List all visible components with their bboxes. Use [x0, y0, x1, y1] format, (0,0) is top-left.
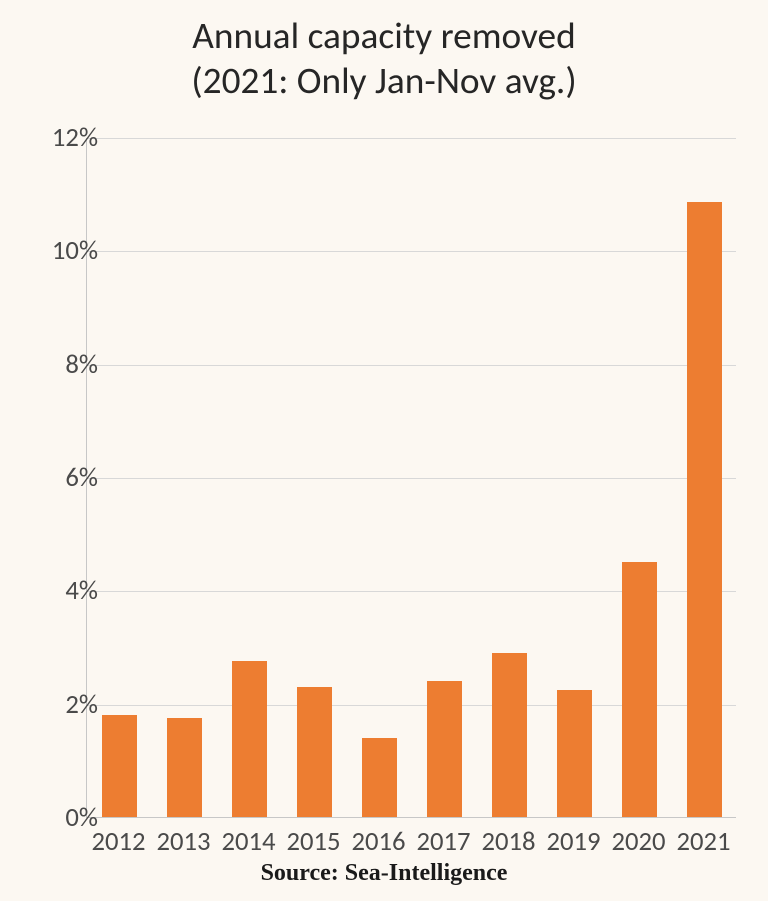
chart-title-line-2: (2021: Only Jan-Nov avg.) — [0, 59, 768, 104]
y-axis-tick-label: 8% — [28, 349, 98, 381]
y-axis-tick-label: 12% — [28, 122, 98, 154]
gridline — [87, 138, 736, 139]
bar — [362, 738, 398, 817]
bar — [167, 718, 203, 817]
gridline — [87, 365, 736, 366]
y-axis-tick-label: 4% — [28, 575, 98, 607]
gridline — [87, 251, 736, 252]
y-axis-tick-label: 2% — [28, 689, 98, 721]
x-axis-tick-label: 2015 — [286, 826, 340, 858]
bar — [557, 690, 593, 818]
source-attribution: Source: Sea-Intelligence — [0, 860, 768, 887]
bar — [492, 653, 528, 817]
bar — [687, 202, 723, 817]
x-axis-tick-label: 2016 — [351, 826, 405, 858]
x-axis-tick-label: 2021 — [676, 826, 730, 858]
y-axis-tick-label: 10% — [28, 235, 98, 267]
x-axis-tick-label: 2012 — [91, 826, 145, 858]
plot-area — [86, 138, 736, 818]
chart-container: Annual capacity removed (2021: Only Jan-… — [0, 0, 768, 901]
x-axis-tick-label: 2020 — [611, 826, 665, 858]
x-axis-tick-label: 2019 — [546, 826, 600, 858]
x-axis-tick-label: 2014 — [221, 826, 275, 858]
x-axis-tick-label: 2017 — [416, 826, 470, 858]
chart-title: Annual capacity removed (2021: Only Jan-… — [0, 14, 768, 104]
x-axis-tick-label: 2013 — [156, 826, 210, 858]
y-axis-tick-label: 0% — [28, 802, 98, 834]
bar — [102, 715, 138, 817]
bar — [232, 661, 268, 817]
gridline — [87, 478, 736, 479]
bar — [297, 687, 333, 817]
chart-title-line-1: Annual capacity removed — [0, 14, 768, 59]
y-axis-tick-label: 6% — [28, 462, 98, 494]
x-axis-tick-label: 2018 — [481, 826, 535, 858]
bar — [427, 681, 463, 817]
bar — [622, 562, 658, 817]
